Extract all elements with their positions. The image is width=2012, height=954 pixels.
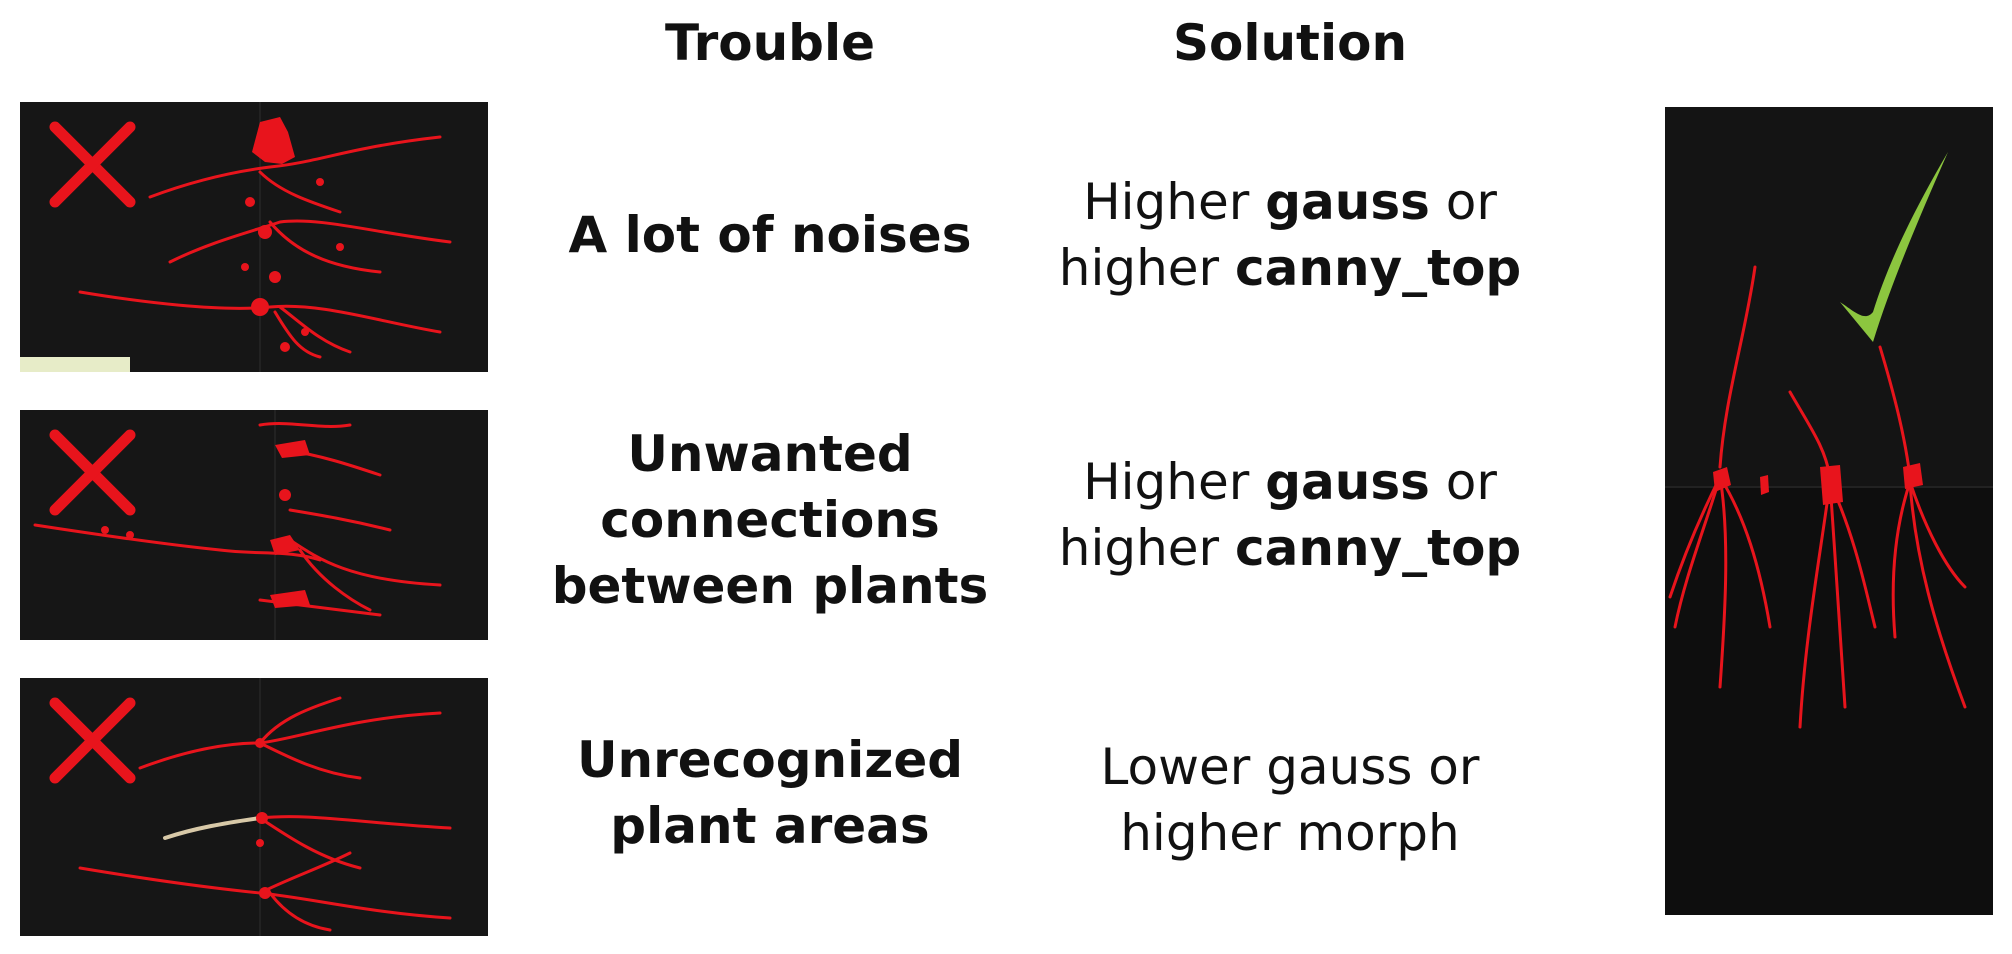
trouble-text: Unwanted connections between plants xyxy=(551,425,989,615)
noisy-segmentation-image xyxy=(20,102,488,372)
solution-text: Lower gauss or higher morph xyxy=(1100,738,1480,862)
trouble-text: A lot of noises xyxy=(568,206,972,264)
solution-text: Higher gauss or higher canny_top xyxy=(1058,453,1522,577)
solution-header: Solution xyxy=(1172,14,1408,72)
green-check-icon xyxy=(1840,152,1948,342)
red-x-icon xyxy=(49,697,136,784)
solution-text: Higher gauss or higher canny_top xyxy=(1058,173,1522,297)
trouble-text: Unrecognized plant areas xyxy=(576,730,964,855)
unwanted-connections-image xyxy=(20,410,488,640)
trouble-header: Trouble xyxy=(664,14,876,72)
correct-result-image xyxy=(1665,107,1993,915)
unrecognized-areas-image xyxy=(20,678,488,936)
red-x-icon xyxy=(49,121,136,208)
red-x-icon xyxy=(49,429,136,516)
